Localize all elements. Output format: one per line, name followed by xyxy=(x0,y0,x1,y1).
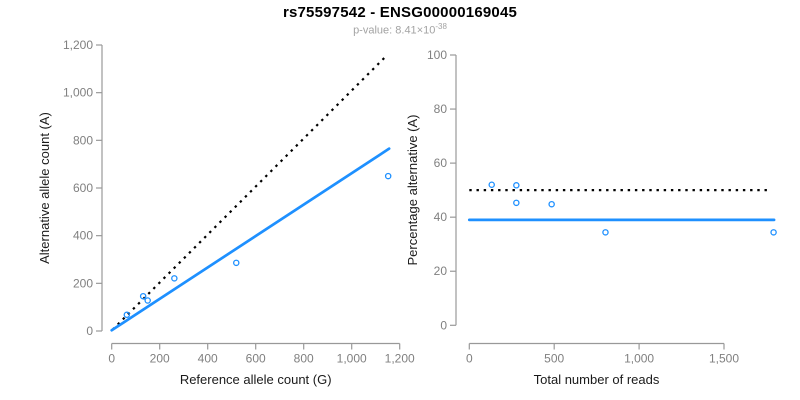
x-tick-label: 600 xyxy=(246,352,266,366)
y-tick-label: 40 xyxy=(434,210,448,224)
y-axis-title: Alternative allele count (A) xyxy=(37,112,52,264)
y-tick-label: 800 xyxy=(73,133,93,147)
x-tick-label: 200 xyxy=(150,352,170,366)
y-tick-label: 80 xyxy=(434,102,448,116)
x-axis-title: Total number of reads xyxy=(534,372,660,387)
x-tick-label: 1,000 xyxy=(337,352,367,366)
data-point xyxy=(233,259,240,267)
data-point xyxy=(513,182,520,189)
x-tick-label: 400 xyxy=(198,352,218,366)
x-tick-label: 800 xyxy=(294,352,314,366)
data-point xyxy=(144,297,151,304)
p-value-multiplier: ×10 xyxy=(416,24,436,37)
y-tick-label: 400 xyxy=(73,229,93,243)
x-tick-label: 1,500 xyxy=(709,352,739,366)
identity-line xyxy=(111,54,388,331)
p-value-label: p-value: xyxy=(353,24,396,37)
data-point xyxy=(488,181,495,188)
data-point xyxy=(139,292,147,300)
y-axis-title: Percentage alternative (A) xyxy=(405,114,420,265)
y-tick-label: 20 xyxy=(434,264,448,278)
y-tick-label: 200 xyxy=(73,276,93,290)
data-point xyxy=(123,311,131,319)
y-tick-label: 1,200 xyxy=(63,38,93,52)
data-point xyxy=(548,200,555,208)
data-point xyxy=(602,229,609,236)
x-axis-title: Reference allele count (G) xyxy=(180,372,332,387)
y-tick-label: 0 xyxy=(86,324,93,338)
fit-line xyxy=(110,147,391,332)
y-tick-label: 0 xyxy=(440,318,447,332)
figure-title: rs75597542 - ENSG00000169045 xyxy=(282,4,518,21)
p-value-exponent: -38 xyxy=(435,22,447,31)
figure-subtitle: p-value: 8.41×10-38 xyxy=(0,22,800,37)
p-value-mantissa: 8.41 xyxy=(395,24,417,37)
x-tick-label: 1,200 xyxy=(385,352,415,366)
percentage-vs-reads-panel: 0 20 40 60 80 100 0 500 1,000 1,500 Total number o… xyxy=(405,48,777,387)
y-tick-label: 1,000 xyxy=(63,86,93,100)
y-tick-label: 600 xyxy=(73,181,93,195)
x-tick-label: 0 xyxy=(466,352,473,366)
data-point xyxy=(770,229,777,236)
x-tick-label: 1,000 xyxy=(624,352,654,366)
y-tick-label: 60 xyxy=(434,156,448,170)
allele-counts-panel: 0 200 400 600 800 1,000 1,200 0 200 400 600 800 1,00… xyxy=(37,38,415,387)
y-tick-label: 100 xyxy=(427,48,447,62)
x-tick-label: 500 xyxy=(544,352,564,366)
x-tick-label: 0 xyxy=(108,352,115,366)
data-point xyxy=(384,172,392,180)
data-point xyxy=(171,275,178,282)
data-point xyxy=(513,199,520,207)
